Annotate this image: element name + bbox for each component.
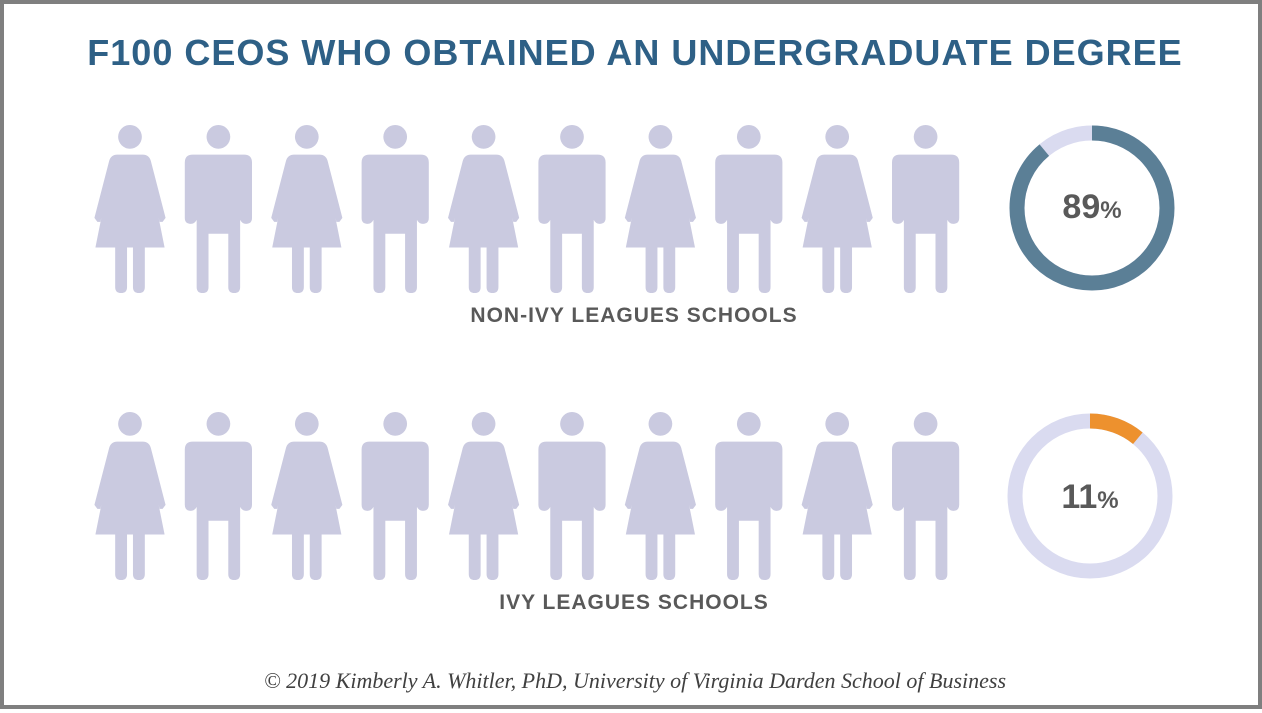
donut-unit: % bbox=[1097, 487, 1119, 514]
copyright-credit: © 2019 Kimberly A. Whitler, PhD, Univers… bbox=[263, 668, 1007, 693]
person-male-icon bbox=[361, 125, 429, 293]
donut-value-non-ivy: 89% bbox=[1007, 188, 1177, 227]
person-male-icon bbox=[715, 412, 783, 580]
person-male-icon bbox=[538, 125, 606, 293]
person-male-icon bbox=[184, 125, 252, 293]
donut-number: 89 bbox=[1062, 188, 1101, 226]
series-label-non-ivy: NON-IVY LEAGUES SCHOOLS bbox=[470, 304, 798, 327]
donut-value-arc bbox=[1009, 125, 1175, 291]
person-female-icon bbox=[94, 125, 166, 293]
donut-value-arc bbox=[1007, 413, 1173, 579]
pictograph-row-ivy bbox=[94, 412, 960, 580]
pictograph-row-non-ivy bbox=[94, 125, 960, 293]
person-male-icon bbox=[538, 412, 606, 580]
person-female-icon bbox=[94, 412, 166, 580]
person-female-icon bbox=[801, 125, 873, 293]
donut-number: 11 bbox=[1061, 478, 1098, 516]
person-female-icon bbox=[448, 125, 520, 293]
person-male-icon bbox=[892, 412, 960, 580]
series-label-ivy: IVY LEAGUES SCHOOLS bbox=[499, 591, 769, 614]
person-male-icon bbox=[892, 125, 960, 293]
person-male-icon bbox=[361, 412, 429, 580]
chart-title: F100 CEOS WHO OBTAINED AN UNDERGRADUATE … bbox=[87, 32, 1183, 73]
person-female-icon bbox=[801, 412, 873, 580]
person-female-icon bbox=[448, 412, 520, 580]
person-female-icon bbox=[624, 125, 696, 293]
person-female-icon bbox=[271, 412, 343, 580]
pictograph-canvas bbox=[94, 125, 1175, 580]
person-female-icon bbox=[271, 125, 343, 293]
donut-ivy bbox=[1007, 413, 1173, 579]
person-male-icon bbox=[715, 125, 783, 293]
person-male-icon bbox=[184, 412, 252, 580]
donut-value-ivy: 11% bbox=[1005, 478, 1175, 517]
person-female-icon bbox=[624, 412, 696, 580]
donut-non-ivy bbox=[1009, 125, 1175, 291]
donut-unit: % bbox=[1100, 197, 1122, 224]
